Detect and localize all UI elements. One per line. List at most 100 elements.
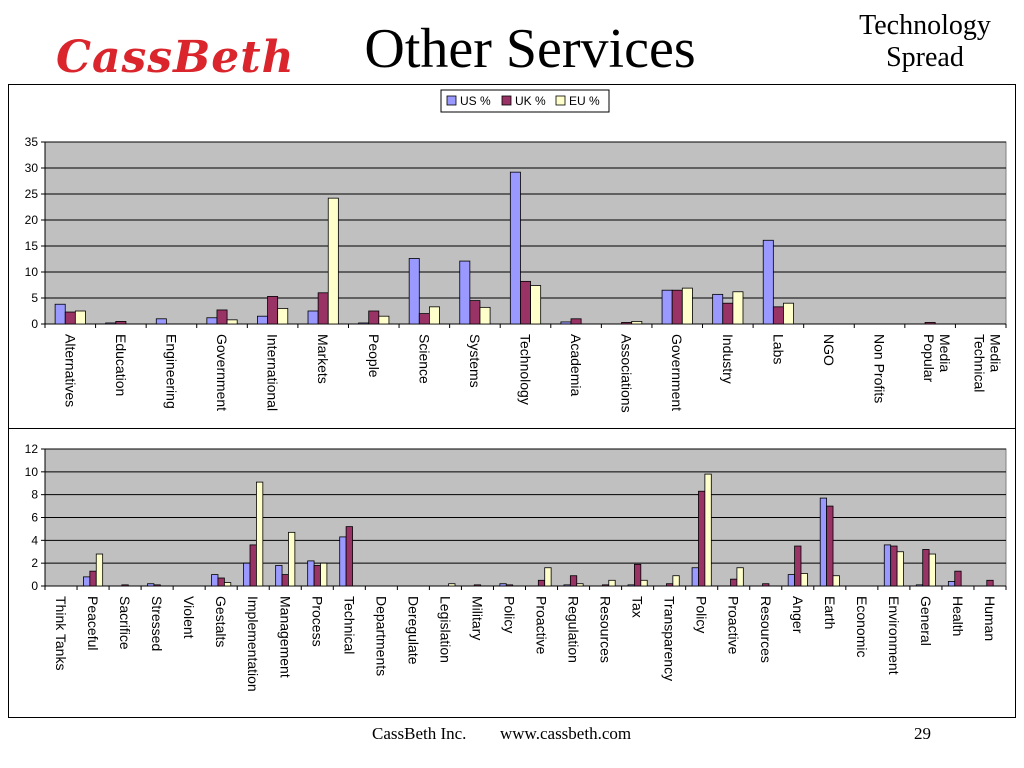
bar-eu xyxy=(479,306,491,325)
x-category-label: Sacrifice xyxy=(117,596,133,650)
x-category-label: Education xyxy=(113,334,129,396)
x-category-label: Non Profits xyxy=(872,334,888,403)
x-category-label: Engineering xyxy=(163,334,179,409)
x-category-label: Systems xyxy=(467,334,483,388)
x-category-label-text: Alternatives xyxy=(62,334,78,407)
bar-uk xyxy=(954,570,962,587)
bar-eu xyxy=(608,579,616,587)
y-tick-label: 35 xyxy=(25,135,39,149)
bar-us xyxy=(408,258,420,325)
x-category-label-text: Think Tanks xyxy=(53,596,69,670)
x-category-label-text: Proactive xyxy=(534,596,550,655)
x-category-label-text: Human xyxy=(982,596,998,641)
y-tick-label: 4 xyxy=(31,533,38,547)
bar-eu xyxy=(327,197,339,325)
x-category-label-text: People xyxy=(366,334,382,378)
x-category-label: Resources xyxy=(598,596,614,663)
x-category-label-text: Regulation xyxy=(566,596,582,663)
x-category-label: Military xyxy=(469,596,485,640)
x-category-label-text: Non Profits xyxy=(872,334,888,403)
x-category-label: Proactive xyxy=(534,596,550,655)
bar-us xyxy=(627,584,635,587)
bar-us xyxy=(762,239,774,325)
x-category-label: Science xyxy=(416,334,432,384)
bar-eu xyxy=(226,319,238,325)
bar-us xyxy=(947,581,956,587)
x-category-label-text: Tax xyxy=(630,596,646,618)
x-category-label-text: Technical xyxy=(341,596,357,654)
x-category-label-text: Implementation xyxy=(245,596,261,692)
x-category-label: Environment xyxy=(886,596,902,675)
x-category-label-text: NGO xyxy=(821,334,837,366)
x-category-label-text: Stressed xyxy=(149,596,165,651)
bar-uk xyxy=(505,584,514,587)
bar-eu xyxy=(736,567,744,587)
x-category-label: Health xyxy=(950,596,966,636)
x-category-label-line: Media xyxy=(937,334,953,372)
bar-eu xyxy=(672,575,680,587)
x-category-label-text: Markets xyxy=(315,334,331,384)
x-category-label: Popular Media xyxy=(921,334,953,383)
x-category-label-text: Labs xyxy=(770,334,786,364)
x-category-label: Industry xyxy=(720,334,736,384)
bar-uk xyxy=(762,583,770,587)
x-category-label: Academia xyxy=(568,334,584,396)
x-category-label: Regulation xyxy=(566,596,582,663)
x-category-label: Anger xyxy=(790,596,806,634)
x-category-label: Associations xyxy=(619,334,635,413)
bar-eu xyxy=(530,285,542,325)
x-category-label: Deregulate xyxy=(405,596,421,665)
bar-us xyxy=(307,560,315,587)
x-category-label-text: Education xyxy=(113,334,129,396)
page-number: 29 xyxy=(914,724,931,743)
y-tick-label: 10 xyxy=(25,265,39,279)
bar-us xyxy=(83,576,91,587)
bar-us xyxy=(147,583,155,587)
bar-uk xyxy=(826,505,834,587)
bar-uk xyxy=(216,309,228,325)
bar-uk xyxy=(730,578,738,587)
bar-uk xyxy=(537,579,546,587)
x-category-label: Gestalts xyxy=(213,596,229,647)
x-category-label: International xyxy=(265,334,281,411)
y-tick-label: 10 xyxy=(25,465,39,479)
bar-eu xyxy=(576,583,584,587)
legend-swatch-eu xyxy=(555,95,566,106)
bar-us xyxy=(915,584,924,587)
legend-label-us: US % xyxy=(460,94,491,108)
slide-title: Other Services xyxy=(364,18,696,80)
x-category-label-text: Engineering xyxy=(163,334,179,409)
x-category-label: Tax xyxy=(630,596,646,618)
bar-us xyxy=(211,574,219,587)
x-category-label: Management xyxy=(277,596,293,678)
y-tick-label: 15 xyxy=(25,239,39,253)
x-category-label-text: General xyxy=(918,596,934,646)
y-tick-label: 0 xyxy=(31,579,38,593)
bar-uk xyxy=(890,545,898,587)
x-category-label: Implementation xyxy=(245,596,261,692)
bar-eu xyxy=(928,553,936,587)
x-category-label-text: Health xyxy=(950,596,966,636)
chart-divider xyxy=(8,428,1016,429)
footer-url[interactable]: www.cassbeth.com xyxy=(500,724,632,743)
bar-uk xyxy=(569,575,578,587)
x-category-label-text: Academia xyxy=(568,334,584,396)
x-category-label: Markets xyxy=(315,334,331,384)
y-tick-label: 20 xyxy=(25,213,39,227)
x-category-label-text: Legislation xyxy=(437,596,453,663)
x-category-label-text: Transparency xyxy=(662,596,678,681)
x-category-label-text: Resources xyxy=(598,596,614,663)
bar-uk xyxy=(473,584,482,587)
x-category-label-line: Technical xyxy=(972,334,988,392)
bar-uk xyxy=(570,318,582,325)
x-category-label: Think Tanks xyxy=(53,596,69,670)
x-category-label: Technical xyxy=(341,596,357,654)
bar-eu xyxy=(640,579,648,587)
bar-uk xyxy=(281,574,289,587)
bar-uk xyxy=(698,490,706,587)
y-tick-label: 2 xyxy=(31,556,38,570)
x-category-label-text: Anger xyxy=(790,596,806,634)
bar-uk xyxy=(345,526,353,587)
